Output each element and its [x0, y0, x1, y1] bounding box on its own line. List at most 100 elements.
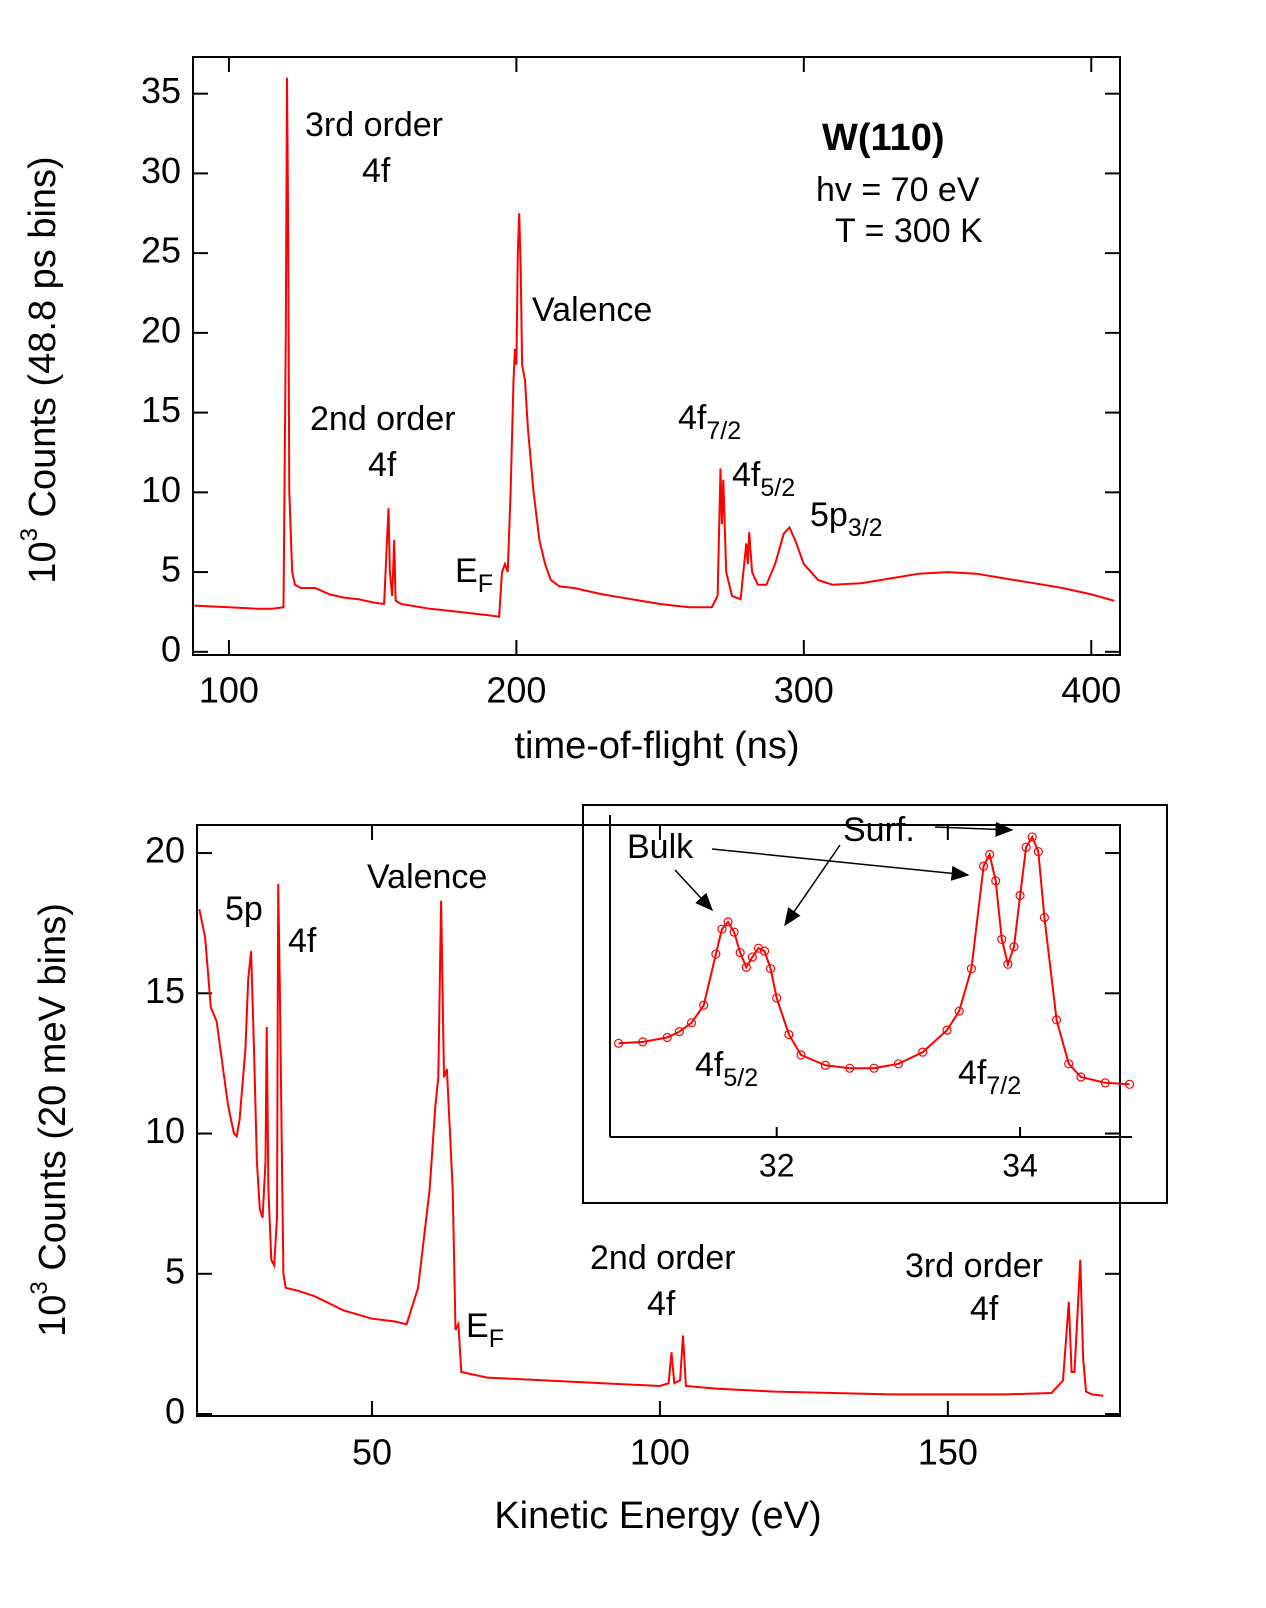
annotation: 4f: [288, 922, 317, 960]
annotation-text: 4f: [288, 922, 317, 960]
y-label-base: 10: [32, 1295, 74, 1337]
plot-frame: [192, 56, 1121, 656]
data-point: [717, 924, 727, 934]
annotation: W(110): [822, 117, 944, 159]
annotation: EF: [466, 1307, 504, 1353]
data-point: [613, 1038, 624, 1048]
data-point: [1039, 912, 1049, 923]
data-point: [954, 1006, 964, 1016]
data-point: [869, 1063, 879, 1073]
data-point: [1076, 1072, 1086, 1082]
annotation: 4f5/2: [732, 456, 795, 502]
annotation-text: 3rd order: [905, 1247, 1043, 1285]
annotation: 3rd order: [305, 106, 443, 144]
annotation-sub: F: [489, 1325, 504, 1353]
data-point: [1021, 842, 1031, 852]
annotation: Surf.: [843, 811, 915, 849]
annotation-text: 4f: [958, 1054, 987, 1092]
annotation-sub: 7/2: [706, 417, 741, 445]
data-point: [991, 876, 1001, 886]
y-tick-label: 0: [161, 628, 181, 669]
data-point: [759, 946, 770, 956]
annotation: 4f7/2: [678, 399, 741, 445]
annotation-text: hv = 70 eV: [816, 171, 980, 209]
y-label-sup: 3: [16, 528, 43, 541]
annotation: Valence: [367, 858, 487, 896]
data-point: [918, 1047, 928, 1057]
y-tick-label: 15: [145, 970, 185, 1011]
y-tick-label: 20: [141, 309, 181, 350]
data-point: [1003, 959, 1013, 969]
x-tick-label: 34: [1002, 1147, 1038, 1183]
annotation: Valence: [532, 291, 652, 329]
annotation-text: 4f: [970, 1290, 999, 1328]
annotation-sub: F: [478, 570, 493, 598]
data-point: [796, 1050, 806, 1060]
y-tick-label: 0: [165, 1391, 185, 1432]
x-tick-label: 200: [486, 670, 546, 711]
y-label-rest: Counts (20 meV bins): [32, 903, 74, 1281]
data-point: [723, 917, 733, 927]
annotation: 2nd order: [590, 1239, 736, 1277]
data-point: [766, 964, 776, 974]
annotation-text: 5p: [225, 890, 263, 928]
annotation: 4f: [647, 1285, 676, 1323]
y-label-base: 10: [22, 541, 64, 583]
data-point: [772, 993, 782, 1003]
x-tick-label: 32: [759, 1147, 795, 1183]
annotation-text: Bulk: [627, 828, 694, 866]
data-point: [711, 949, 721, 959]
y-tick-label: 5: [161, 549, 181, 590]
data-point: [784, 1029, 794, 1040]
data-point: [729, 927, 739, 937]
annotation-text: 4f: [732, 456, 761, 494]
annotation: 5p: [225, 890, 263, 928]
annotation-sub: 5/2: [723, 1064, 758, 1092]
data-point: [638, 1037, 648, 1047]
data-point: [1027, 832, 1037, 842]
x-axis-label: Kinetic Energy (eV): [494, 1495, 821, 1537]
data-point: [1009, 942, 1019, 952]
x-axis-label: time-of-flight (ns): [514, 725, 799, 767]
x-tick-label: 150: [918, 1432, 978, 1473]
y-tick-label: 15: [141, 389, 181, 430]
data-point: [985, 849, 995, 860]
data-point: [674, 1027, 684, 1037]
data-point: [747, 952, 757, 962]
y-tick-label: 35: [141, 70, 181, 111]
data-point: [741, 962, 751, 972]
data-point: [662, 1032, 672, 1043]
x-tick-label: 50: [352, 1432, 392, 1473]
data-point: [820, 1060, 830, 1070]
annotation: 4f: [362, 152, 391, 190]
x-tick-label: 400: [1061, 670, 1121, 711]
y-tick-label: 10: [145, 1110, 185, 1151]
y-tick-label: 5: [165, 1250, 185, 1291]
data-point: [699, 1000, 709, 1010]
y-tick-label: 25: [141, 230, 181, 271]
annotation-sub: 7/2: [986, 1072, 1021, 1100]
annotation-text: 4f: [362, 152, 391, 190]
data-point: [1015, 890, 1025, 901]
x-tick-label: 100: [199, 670, 259, 711]
data-point: [1100, 1078, 1110, 1088]
data-point: [966, 964, 976, 974]
plot-frame: [196, 824, 1121, 1417]
annotation-text: 3rd order: [305, 106, 443, 144]
data-point: [978, 861, 989, 871]
annotation-text: Valence: [532, 291, 652, 329]
inset-arrows: [674, 821, 1014, 927]
annotation: 4f7/2: [958, 1054, 1021, 1100]
data-point: [893, 1059, 903, 1069]
annotation-text: 2nd order: [590, 1239, 736, 1277]
annotation-text: E: [455, 552, 478, 590]
data-point: [997, 934, 1007, 945]
annotation-text: T = 300 K: [835, 212, 983, 250]
annotation: EF: [455, 552, 493, 598]
data-point: [735, 947, 745, 958]
spectrum-line: [194, 77, 1115, 618]
annotation-text: 4f: [695, 1046, 724, 1084]
annotation: 3rd order: [905, 1247, 1043, 1285]
annotation-sub: 3/2: [848, 514, 883, 542]
